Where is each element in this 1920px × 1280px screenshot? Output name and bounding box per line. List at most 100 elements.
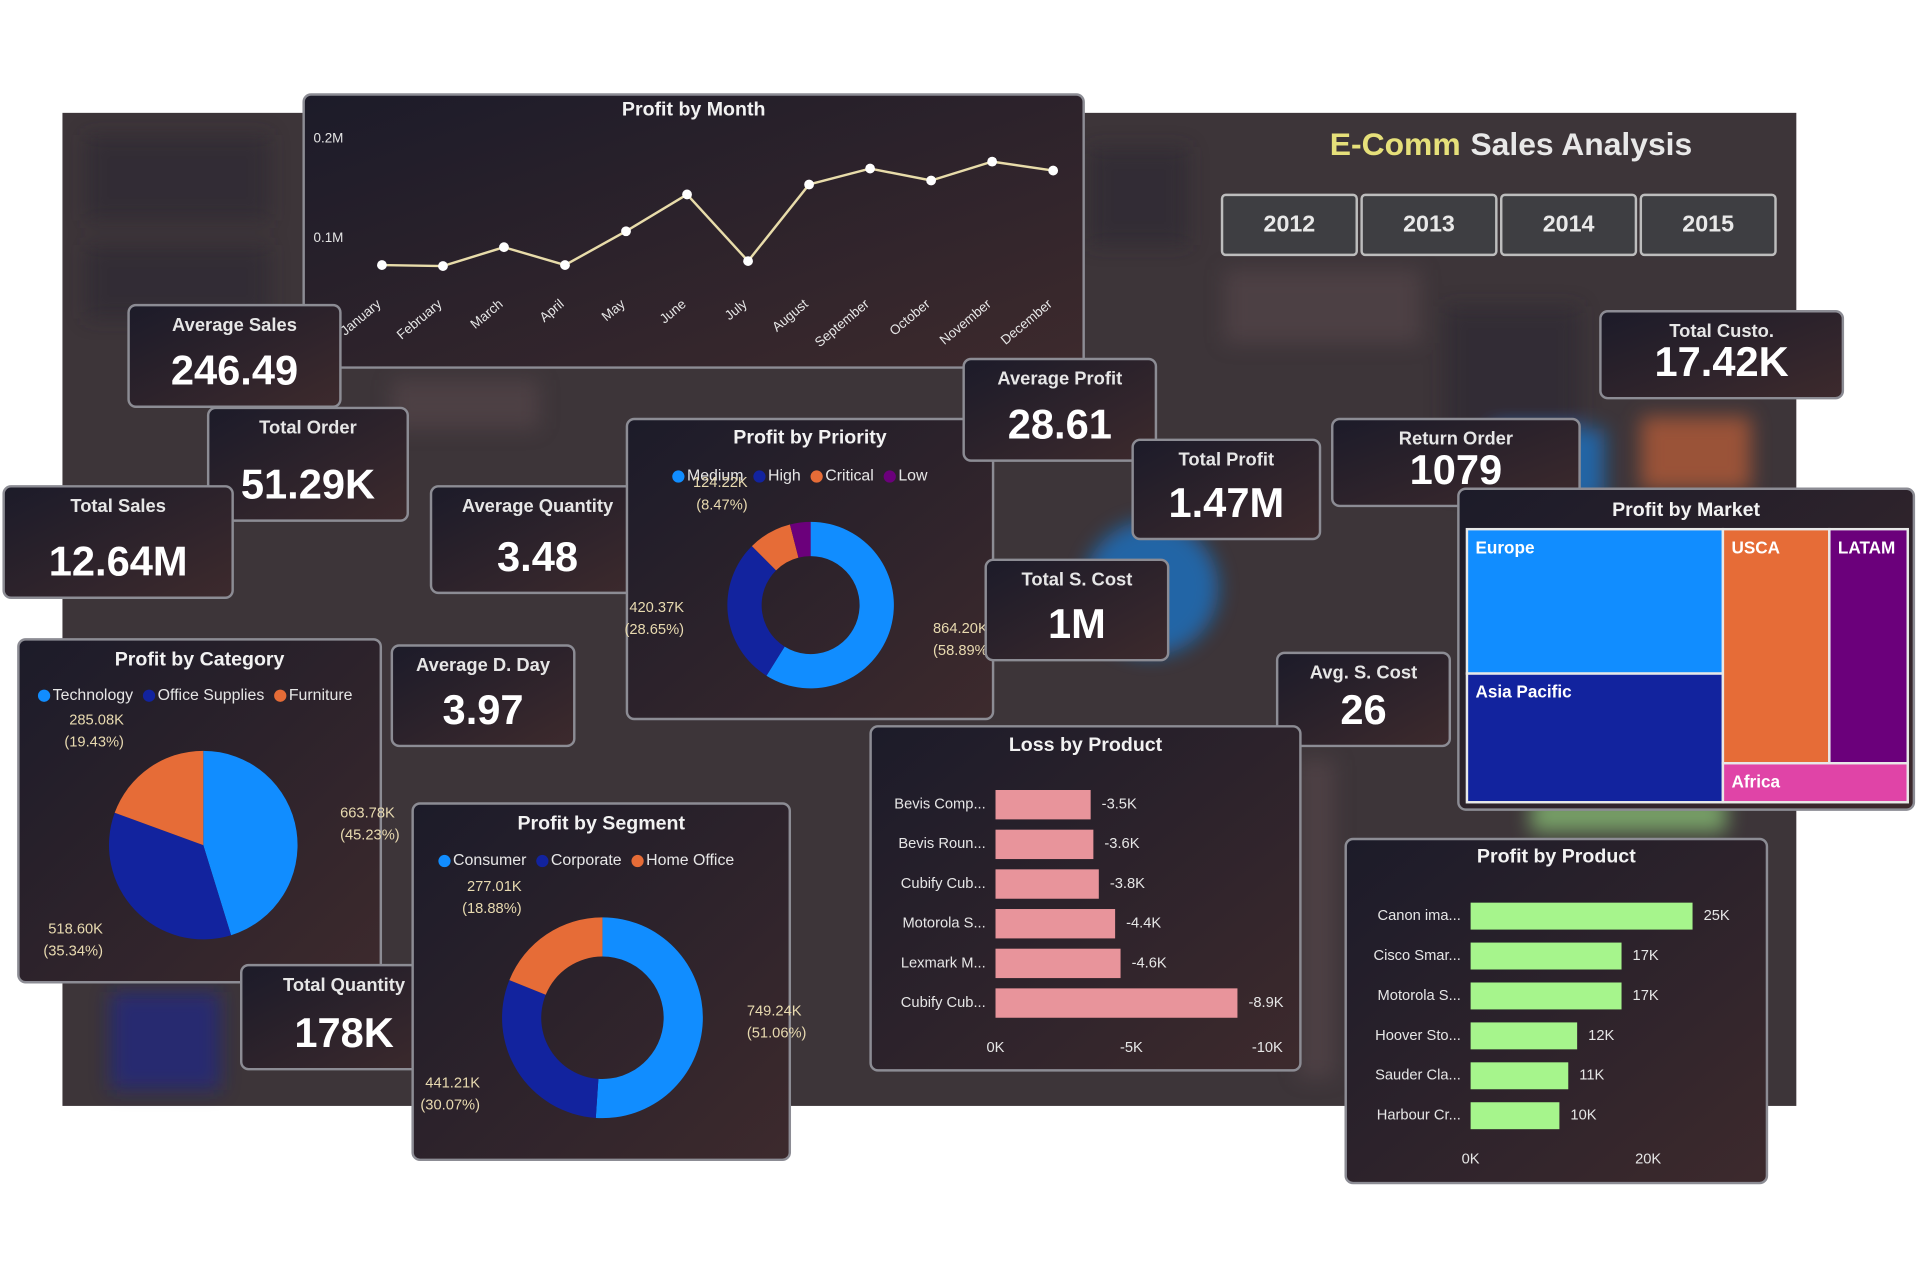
year-button-label[interactable]: 2013 <box>1403 211 1455 237</box>
bar-value-label: -8.9K <box>1248 995 1283 1011</box>
legend-label: Office Supplies <box>158 687 265 704</box>
kpi-label: Total S. Cost <box>1022 568 1133 589</box>
line-point <box>743 256 753 266</box>
slice-value-label: 441.21K <box>425 1075 480 1091</box>
kpi-card <box>984 558 1170 662</box>
bar <box>1470 982 1622 1010</box>
year-button-label[interactable]: 2015 <box>1682 211 1734 237</box>
bar <box>995 790 1091 820</box>
bar-value-label: -4.6K <box>1132 955 1167 971</box>
chart-title: Profit by Segment <box>517 812 685 834</box>
year-button[interactable]: 2015 <box>1639 193 1777 257</box>
bar <box>1470 1022 1578 1050</box>
legend-marker <box>536 854 549 868</box>
kpi-value: 28.61 <box>1008 401 1112 448</box>
kpi-label: Average Sales <box>172 314 297 335</box>
legend-marker <box>753 470 766 483</box>
chart-card <box>302 93 1085 369</box>
legend-marker <box>810 470 823 483</box>
y-tick-label: 0.1M <box>313 230 343 245</box>
year-button-label[interactable]: 2012 <box>1264 211 1316 237</box>
pie-slice <box>114 750 204 846</box>
slice-value-label: 124.22K <box>693 475 748 491</box>
bar-value-label: -3.8K <box>1110 876 1145 892</box>
category-label: Bevis Comp... <box>894 797 985 813</box>
bar <box>995 988 1238 1018</box>
kpi-label: Average Profit <box>997 368 1122 389</box>
legend-label: Consumer <box>453 852 527 869</box>
category-label: Cubify Cub... <box>901 995 986 1011</box>
slice-percent-label: (19.43%) <box>64 735 124 751</box>
bar-value-label: 25K <box>1704 908 1730 924</box>
legend-label: Low <box>898 468 928 485</box>
x-tick-label: 0K <box>987 1040 1005 1056</box>
x-tick-label: -5K <box>1120 1040 1143 1056</box>
year-button[interactable]: 2013 <box>1360 193 1498 257</box>
year-button[interactable]: 2014 <box>1500 193 1638 257</box>
chart-card <box>411 802 792 1162</box>
year-button-bg[interactable] <box>1220 193 1358 257</box>
slice-percent-label: (35.34%) <box>43 943 103 959</box>
chart-card <box>1344 837 1769 1185</box>
legend-marker <box>274 689 287 702</box>
legend-marker <box>883 470 896 483</box>
kpi-value: 17.42K <box>1655 338 1789 385</box>
line-point <box>499 242 509 253</box>
treemap-cell <box>1465 527 1725 675</box>
slice-value-label: 420.37K <box>629 600 684 616</box>
category-label: Harbour Cr... <box>1377 1108 1461 1124</box>
kpi-card <box>1599 309 1845 400</box>
line-point <box>682 189 692 200</box>
chart-title: Profit by Month <box>622 99 766 121</box>
kpi-label: Average Quantity <box>462 495 614 516</box>
legend-marker <box>672 470 685 483</box>
slice-percent-label: (18.88%) <box>462 901 522 917</box>
pie-slice <box>108 812 232 940</box>
slice-value-label: 864.20K <box>933 621 988 637</box>
year-button-bg[interactable] <box>1360 193 1498 257</box>
kpi-label: Total Profit <box>1179 448 1275 469</box>
category-label: Lexmark M... <box>901 955 986 971</box>
legend-marker <box>631 854 644 868</box>
legend-label: High <box>768 468 801 485</box>
bar-value-label: -3.6K <box>1104 836 1139 852</box>
kpi-card <box>962 357 1158 462</box>
line-point <box>560 260 570 270</box>
year-button-label[interactable]: 2014 <box>1543 211 1595 237</box>
kpi-label: Return Order <box>1399 428 1513 449</box>
category-label: Motorola S... <box>902 916 985 932</box>
year-button-bg[interactable] <box>1500 193 1638 257</box>
bar <box>995 909 1116 939</box>
kpi-label: Total Quantity <box>283 974 406 995</box>
line-point <box>926 175 937 186</box>
kpi-value: 12.64M <box>49 538 188 585</box>
kpi-value: 3.97 <box>443 686 524 733</box>
bar <box>1470 902 1693 930</box>
year-button[interactable]: 2012 <box>1220 193 1358 257</box>
legend-label: Home Office <box>646 852 734 869</box>
slice-percent-label: (45.23%) <box>340 827 400 843</box>
year-button-bg[interactable] <box>1639 193 1777 257</box>
pie-slice <box>751 524 799 571</box>
kpi-value: 3.48 <box>497 533 578 580</box>
treemap-label: USCA <box>1731 537 1780 557</box>
bar-value-label: -4.4K <box>1126 916 1161 932</box>
category-label: Bevis Roun... <box>898 836 985 852</box>
bar-value-label: 11K <box>1579 1068 1604 1084</box>
legend-marker <box>438 854 451 868</box>
line-point <box>377 260 387 270</box>
category-label: Canon ima... <box>1378 908 1461 924</box>
bar <box>995 948 1121 979</box>
y-tick-label: 0.2M <box>313 130 343 145</box>
bar <box>1470 1062 1569 1090</box>
kpi-card <box>1331 417 1581 508</box>
x-tick-label: 20K <box>1635 1152 1661 1168</box>
kpi-label: Total Sales <box>70 495 166 516</box>
treemap-label: Africa <box>1731 771 1780 791</box>
bar <box>995 869 1099 899</box>
treemap-label: Asia Pacific <box>1476 682 1573 702</box>
category-label: Hoover Sto... <box>1375 1028 1461 1044</box>
pie-slice <box>727 546 785 676</box>
slice-percent-label: (8.47%) <box>696 497 747 513</box>
kpi-card <box>1275 651 1452 748</box>
